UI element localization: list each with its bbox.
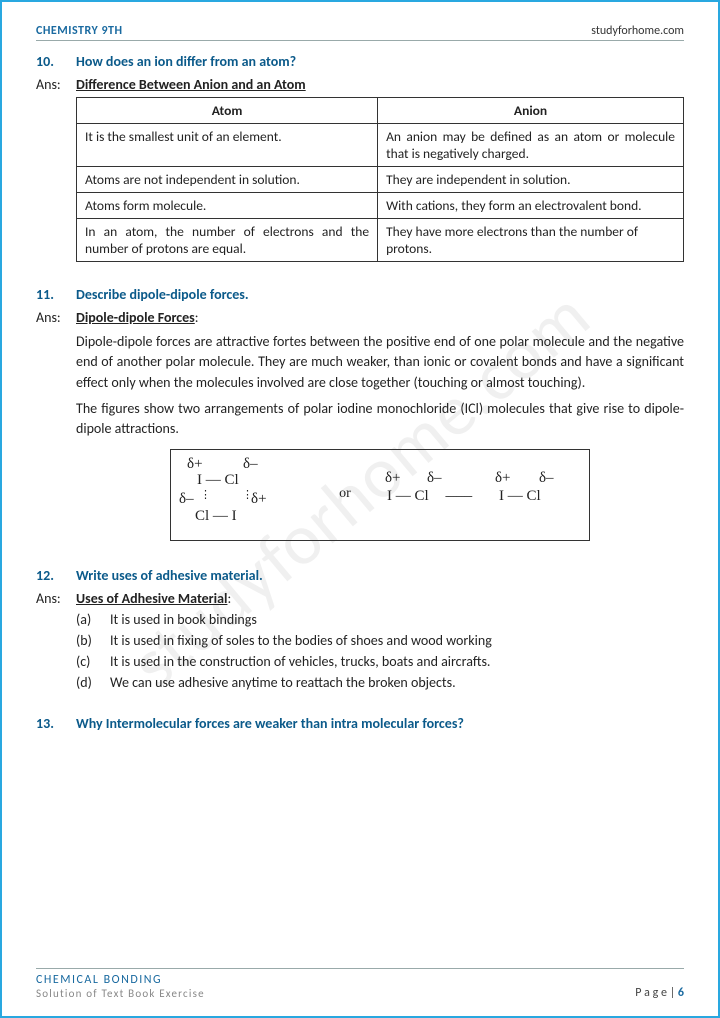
answer-12: Ans: Uses of Adhesive Material: (a) It i… <box>36 590 684 695</box>
delta-minus: δ– <box>179 491 194 508</box>
q10-heading: Difference Between Anion and an Atom <box>76 76 306 93</box>
table-cell: They are independent in solution. <box>378 167 684 193</box>
q11-para2: The figures show two arrangements of pol… <box>76 399 684 440</box>
answer-10: Ans: Difference Between Anion and an Ato… <box>36 76 684 280</box>
dashes: ---------- <box>445 490 472 502</box>
cli-bottom: Cl — I <box>195 508 237 525</box>
item-key: (a) <box>76 611 110 628</box>
delta-minus: δ– <box>539 470 554 487</box>
delta-plus: δ+ <box>495 470 511 487</box>
q12-text: Write uses of adhesive material. <box>76 567 263 584</box>
question-10: 10. How does an ion differ from an atom? <box>36 53 684 70</box>
q10-number: 10. <box>36 53 76 70</box>
q11-heading: Dipole-dipole Forces <box>76 309 195 326</box>
list-item: (c) It is used in the construction of ve… <box>76 653 684 670</box>
page-num-value: 6 <box>678 986 684 1000</box>
list-item: (b) It is used in fixing of soles to the… <box>76 632 684 649</box>
q10-ans-label: Ans: <box>36 76 76 280</box>
figure-left-arrangement: δ+ δ– I — Cl ⋮ ⋮ δ– δ+ Cl — I <box>187 458 307 530</box>
colon: : <box>227 590 231 607</box>
list-item: (a) It is used in book bindings <box>76 611 684 628</box>
table-cell: Atoms are not independent in solution. <box>77 167 378 193</box>
delta-plus: δ+ <box>187 456 203 473</box>
dotted-left: ⋮ <box>200 488 210 501</box>
page-prefix: P a g e | <box>635 986 678 1000</box>
question-12: 12. Write uses of adhesive material. <box>36 567 684 584</box>
q10-th-anion: Anion <box>378 98 684 124</box>
item-text: It is used in the construction of vehicl… <box>110 653 490 670</box>
colon: : <box>195 309 199 326</box>
q13-text: Why Intermolecular forces are weaker tha… <box>76 715 464 732</box>
header-right: studyforhome.com <box>591 24 684 38</box>
item-key: (d) <box>76 674 110 691</box>
table-cell: They have more electrons than the number… <box>378 219 684 262</box>
footer-title: CHEMICAL BONDING <box>36 973 205 987</box>
q11-number: 11. <box>36 286 76 303</box>
question-13: 13. Why Intermolecular forces are weaker… <box>36 715 684 732</box>
item-text: We can use adhesive anytime to reattach … <box>110 674 456 691</box>
item-key: (b) <box>76 632 110 649</box>
q11-ans-label: Ans: <box>36 309 76 561</box>
q12-number: 12. <box>36 567 76 584</box>
table-cell: Atoms form molecule. <box>77 193 378 219</box>
item-text: It is used in book bindings <box>110 611 257 628</box>
header-left: CHEMISTRY 9TH <box>36 24 123 38</box>
delta-minus: δ– <box>427 470 442 487</box>
delta-plus: δ+ <box>385 470 401 487</box>
delta-plus: δ+ <box>251 491 267 508</box>
footer-bar: CHEMICAL BONDING Solution of Text Book E… <box>36 968 684 1000</box>
table-cell: In an atom, the number of electrons and … <box>77 219 378 262</box>
q11-para1: Dipole-dipole forces are attractive fort… <box>76 332 684 393</box>
table-cell: With cations, they form an electrovalent… <box>378 193 684 219</box>
figure-right-arrangement: δ+ δ– δ+ δ– I — Cl ---------- I — Cl <box>383 474 573 514</box>
q12-ans-label: Ans: <box>36 590 76 695</box>
footer-subtitle: Solution of Text Book Exercise <box>36 987 205 1000</box>
item-key: (c) <box>76 653 110 670</box>
icl-2: I — Cl <box>499 488 541 505</box>
header-bar: CHEMISTRY 9TH studyforhome.com <box>36 24 684 41</box>
q13-number: 13. <box>36 715 76 732</box>
icl-1: I — Cl <box>387 488 429 505</box>
table-cell: An anion may be defined as an atom or mo… <box>378 124 684 167</box>
answer-11: Ans: Dipole-dipole Forces: Dipole-dipole… <box>36 309 684 561</box>
table-cell: It is the smallest unit of an element. <box>77 124 378 167</box>
list-item: (d) We can use adhesive anytime to reatt… <box>76 674 684 691</box>
q11-figure: δ+ δ– I — Cl ⋮ ⋮ δ– δ+ Cl — I or δ+ <box>170 449 590 541</box>
page-number: P a g e | 6 <box>635 986 684 1000</box>
q10-text: How does an ion differ from an atom? <box>76 53 296 70</box>
delta-minus: δ– <box>243 456 258 473</box>
icl-top: I — Cl <box>197 472 239 489</box>
q12-heading: Uses of Adhesive Material <box>76 590 227 607</box>
question-11: 11. Describe dipole-dipole forces. <box>36 286 684 303</box>
item-text: It is used in fixing of soles to the bod… <box>110 632 492 649</box>
q11-text: Describe dipole-dipole forces. <box>76 286 249 303</box>
figure-or: or <box>339 486 351 502</box>
q10-th-atom: Atom <box>77 98 378 124</box>
q10-table: Atom Anion It is the smallest unit of an… <box>76 97 684 262</box>
